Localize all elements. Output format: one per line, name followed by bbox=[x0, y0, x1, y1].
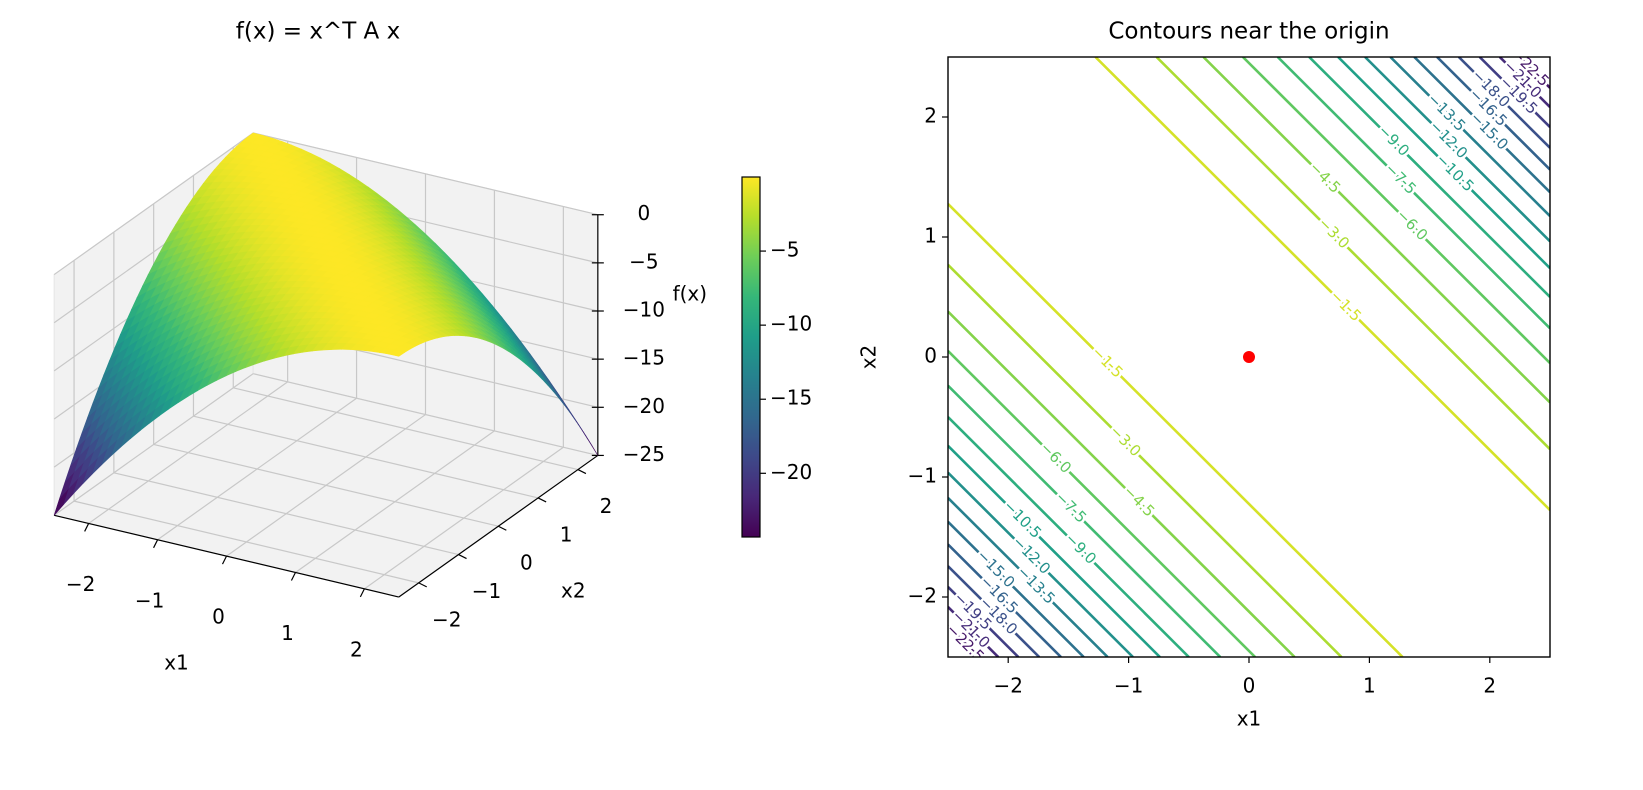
contour-line bbox=[948, 520, 1085, 657]
contour-line bbox=[948, 471, 1134, 657]
y-tick-label: 1 bbox=[924, 224, 937, 248]
contour-line bbox=[1436, 57, 1550, 171]
contour-line bbox=[1457, 57, 1550, 149]
tick-mark bbox=[153, 539, 159, 549]
x-tick-label: 0 bbox=[1243, 674, 1256, 698]
x-tick-label: −1 bbox=[135, 588, 164, 612]
y-axis bbox=[398, 454, 599, 598]
tick-mark bbox=[84, 523, 90, 532]
contour-line bbox=[1094, 57, 1550, 511]
contour-line bbox=[948, 625, 980, 657]
z-tick-label: −15 bbox=[623, 346, 665, 370]
contour-line bbox=[1276, 57, 1550, 330]
contour-line bbox=[948, 496, 1109, 657]
grid-line bbox=[253, 373, 598, 457]
contour-line bbox=[948, 444, 1161, 657]
y-tick-label: 0 bbox=[924, 344, 937, 368]
z-tick-label: 0 bbox=[637, 201, 650, 225]
contour-line bbox=[1478, 57, 1550, 129]
x-tick-label: −2 bbox=[66, 572, 95, 596]
tick-mark bbox=[577, 469, 587, 475]
y-tick-label: 2 bbox=[924, 104, 937, 128]
grid-line bbox=[53, 132, 254, 276]
point bbox=[1243, 351, 1255, 363]
y-tick-label: 0 bbox=[520, 551, 533, 575]
y-tick-label: 2 bbox=[600, 494, 613, 518]
colorbar-tick-label: −15 bbox=[770, 386, 812, 410]
x-tick-label: 2 bbox=[1483, 674, 1496, 698]
contour-line bbox=[1413, 57, 1550, 194]
contour-line bbox=[1155, 57, 1550, 451]
contour-line bbox=[948, 203, 1404, 657]
x-tick-label: 1 bbox=[281, 621, 294, 645]
contour-line bbox=[948, 565, 1041, 657]
contour-line bbox=[948, 585, 1020, 657]
x-tick-label: 2 bbox=[350, 637, 363, 661]
x-tick-label: −1 bbox=[1114, 674, 1143, 698]
z-tick-label: −25 bbox=[623, 442, 665, 466]
tick-mark bbox=[458, 554, 467, 560]
chart-title: f(x) = x^T A x bbox=[236, 19, 400, 45]
contour-line bbox=[1389, 57, 1550, 218]
y-tick-label: −2 bbox=[908, 584, 937, 608]
contour-line bbox=[1202, 57, 1550, 404]
z-axis-label: f(x) bbox=[673, 282, 707, 306]
y-axis-label: x2 bbox=[857, 345, 881, 370]
tick-mark bbox=[221, 555, 228, 565]
colorbar bbox=[741, 176, 761, 538]
y-tick-label: 1 bbox=[560, 522, 573, 546]
grid-line bbox=[253, 132, 598, 216]
contour-line bbox=[1337, 57, 1550, 270]
contour-line bbox=[1308, 57, 1550, 298]
colorbar-tick-label: −10 bbox=[770, 312, 812, 336]
tick-mark bbox=[498, 525, 507, 531]
grid-line bbox=[193, 415, 539, 499]
x-axis-label: x1 bbox=[164, 651, 189, 675]
tick-mark bbox=[359, 588, 365, 598]
contour-line bbox=[948, 605, 1000, 657]
colorbar-tick-label: −5 bbox=[770, 238, 799, 262]
contour-line bbox=[948, 350, 1256, 657]
grid-line bbox=[53, 373, 254, 516]
z-tick-label: −5 bbox=[629, 249, 658, 273]
y-tick-label: −1 bbox=[908, 464, 937, 488]
y-tick-label: −2 bbox=[432, 607, 461, 631]
tick-mark bbox=[537, 497, 547, 503]
colorbar-tick-label: −20 bbox=[770, 460, 812, 484]
contour-line bbox=[948, 416, 1190, 657]
surface-patch bbox=[388, 349, 406, 357]
x-tick-label: 1 bbox=[1363, 674, 1376, 698]
y-tick-label: −1 bbox=[472, 579, 501, 603]
x-axis-label: x1 bbox=[1237, 707, 1262, 731]
z-tick-label: −20 bbox=[623, 394, 665, 418]
grid-line bbox=[233, 387, 579, 471]
contour-line bbox=[948, 310, 1296, 657]
contour-line bbox=[1498, 57, 1550, 109]
contour-line bbox=[948, 543, 1062, 657]
x-tick-label: −2 bbox=[993, 674, 1022, 698]
grid-line bbox=[73, 500, 419, 584]
tick-mark bbox=[418, 582, 428, 588]
grid-line bbox=[153, 443, 499, 527]
y-axis-label: x2 bbox=[561, 579, 586, 603]
surface-panel: −2−1012−2−10120−5−10−15−20−25x1x2f(x)−5−… bbox=[52, 132, 812, 675]
z-tick-label: −10 bbox=[623, 298, 665, 322]
contour-line bbox=[1518, 57, 1550, 89]
contour-panel: −22.5−22.5−21.0−21.0−19.5−19.5−18.0−18.0… bbox=[857, 56, 1551, 731]
contour-line bbox=[1242, 57, 1550, 364]
chart-title: Contours near the origin bbox=[1108, 19, 1389, 45]
contour-line bbox=[948, 384, 1222, 657]
contour-line bbox=[1364, 57, 1550, 243]
x-tick-label: 0 bbox=[212, 605, 225, 629]
contour-line bbox=[948, 263, 1343, 657]
grid-line bbox=[113, 472, 459, 556]
x-axis bbox=[54, 514, 399, 598]
tick-mark bbox=[290, 572, 296, 581]
